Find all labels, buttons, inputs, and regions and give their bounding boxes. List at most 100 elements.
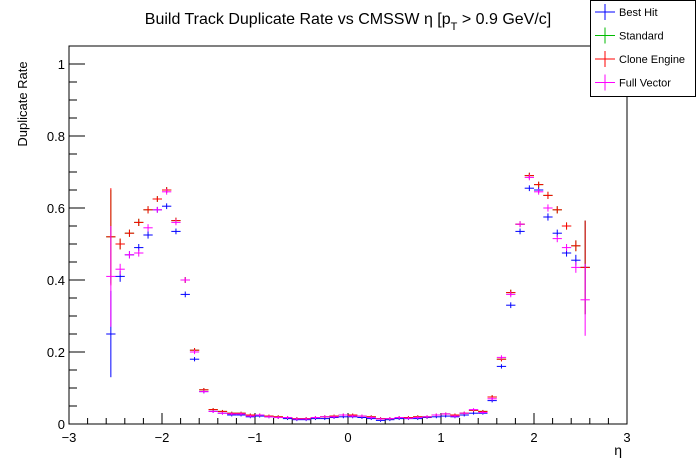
chart-title-subscript: T bbox=[451, 21, 458, 33]
data-point bbox=[245, 414, 255, 418]
data-point bbox=[264, 415, 274, 419]
data-point bbox=[543, 204, 553, 212]
data-point bbox=[450, 414, 460, 418]
data-point bbox=[320, 415, 330, 419]
x-tick-label: −2 bbox=[155, 430, 170, 445]
y-axis-label: Duplicate Rate bbox=[15, 61, 30, 146]
chart-title-main: Build Track Duplicate Rate vs CMSSW η [p bbox=[145, 11, 451, 28]
data-point bbox=[441, 412, 451, 416]
data-point bbox=[468, 411, 479, 415]
data-point bbox=[310, 416, 321, 419]
data-point bbox=[199, 389, 209, 394]
data-point bbox=[515, 221, 525, 228]
data-point bbox=[301, 417, 311, 421]
data-point bbox=[357, 414, 367, 418]
legend-label: Standard bbox=[619, 31, 664, 43]
data-point bbox=[292, 417, 302, 421]
data-point bbox=[543, 191, 553, 199]
data-point bbox=[180, 277, 190, 283]
data-point bbox=[115, 238, 125, 250]
data-point bbox=[524, 185, 534, 192]
x-tick-label: 0 bbox=[344, 430, 351, 445]
legend-entry: Clone Engine bbox=[595, 51, 685, 67]
data-point bbox=[115, 263, 125, 275]
legend-entry: Standard bbox=[595, 27, 664, 44]
data-point bbox=[422, 415, 432, 419]
data-point bbox=[134, 218, 144, 226]
data-point bbox=[348, 414, 358, 418]
x-tick-label: 3 bbox=[623, 430, 630, 445]
data-point bbox=[515, 228, 525, 235]
data-point bbox=[171, 228, 181, 235]
data-point bbox=[571, 262, 581, 273]
series-full-vector bbox=[106, 174, 590, 421]
y-tick-label: 0 bbox=[58, 417, 65, 432]
data-point bbox=[143, 206, 153, 214]
x-tick-label: −1 bbox=[248, 430, 263, 445]
data-point bbox=[487, 397, 497, 401]
data-point bbox=[134, 249, 144, 257]
data-point bbox=[152, 206, 162, 213]
legend-box bbox=[590, 0, 696, 97]
data-point bbox=[385, 417, 395, 421]
data-point bbox=[394, 416, 404, 419]
legend-label: Full Vector bbox=[619, 78, 671, 90]
data-point bbox=[580, 263, 590, 336]
data-point bbox=[571, 240, 581, 252]
data-point bbox=[543, 213, 553, 221]
data-points bbox=[106, 172, 590, 422]
data-point bbox=[534, 181, 544, 188]
data-point bbox=[403, 416, 414, 420]
data-point bbox=[468, 408, 479, 412]
y-tick-label: 0.4 bbox=[47, 273, 65, 288]
y-tick-label: 0.6 bbox=[47, 201, 65, 216]
data-point bbox=[534, 188, 544, 195]
data-point bbox=[227, 412, 237, 416]
data-point bbox=[255, 413, 265, 417]
data-point bbox=[375, 417, 386, 421]
chart-title: Build Track Duplicate Rate vs CMSSW η [p… bbox=[145, 11, 551, 33]
data-point bbox=[338, 413, 348, 417]
x-axis-label: η bbox=[614, 442, 622, 458]
data-point bbox=[478, 411, 488, 414]
data-point bbox=[217, 411, 228, 415]
data-point bbox=[106, 226, 116, 327]
data-point bbox=[459, 411, 469, 415]
x-tick-label: −3 bbox=[62, 430, 77, 445]
data-point bbox=[552, 206, 562, 214]
chart-title-tail: > 0.9 GeV/c] bbox=[457, 11, 551, 28]
y-tick-label: 0.2 bbox=[47, 345, 65, 360]
legend: Best Hit Standard Clone Engine Full Vector bbox=[590, 0, 696, 97]
data-point bbox=[180, 291, 190, 298]
legend-entry: Full Vector bbox=[595, 74, 671, 91]
data-point bbox=[561, 222, 572, 230]
data-point bbox=[152, 196, 162, 202]
data-point bbox=[413, 416, 423, 419]
data-point bbox=[273, 416, 283, 419]
y-tick-label: 0.8 bbox=[47, 129, 65, 144]
data-point bbox=[189, 357, 200, 362]
data-point bbox=[506, 291, 516, 298]
data-point bbox=[496, 355, 507, 360]
x-tick-label: 2 bbox=[530, 430, 537, 445]
x-tick-label: 1 bbox=[437, 430, 444, 445]
legend-label: Best Hit bbox=[619, 7, 658, 19]
y-tick-label: 1 bbox=[58, 57, 65, 72]
data-point bbox=[162, 188, 172, 195]
axis-ticks: −3 −2 −1 0 1 2 3 0 0.2 0.4 0.6 0.8 1 bbox=[47, 57, 631, 445]
data-point bbox=[524, 174, 534, 181]
data-point bbox=[366, 416, 376, 419]
data-point bbox=[208, 409, 218, 413]
data-point bbox=[124, 229, 135, 237]
data-point bbox=[189, 349, 200, 355]
data-point bbox=[282, 416, 293, 419]
data-point bbox=[431, 413, 441, 417]
legend-label: Clone Engine bbox=[619, 54, 685, 66]
data-point bbox=[506, 302, 516, 309]
data-point bbox=[496, 364, 507, 369]
data-point bbox=[143, 224, 153, 232]
data-point bbox=[124, 251, 135, 259]
data-point bbox=[162, 203, 172, 210]
legend-entry: Best Hit bbox=[595, 4, 658, 20]
